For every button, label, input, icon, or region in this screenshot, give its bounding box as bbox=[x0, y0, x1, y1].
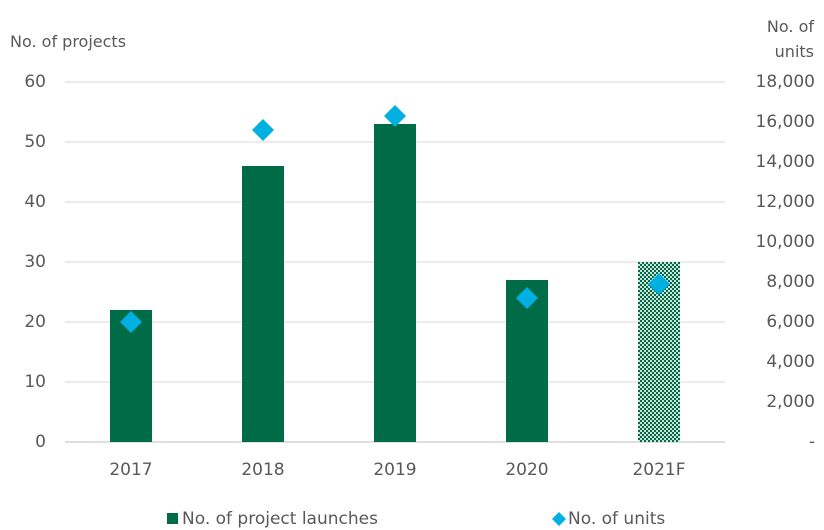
y2-tick-label: 8,000 bbox=[766, 272, 815, 292]
y-tick-label: 60 bbox=[24, 72, 46, 92]
bar bbox=[242, 166, 284, 442]
legend-label: No. of units bbox=[568, 509, 665, 529]
y-tick-label: 10 bbox=[24, 372, 46, 392]
y2-tick-label: 12,000 bbox=[756, 192, 815, 212]
x-tick-label: 2017 bbox=[109, 460, 152, 480]
legend-label: No. of project launches bbox=[182, 509, 378, 529]
x-tick-label: 2021F bbox=[632, 460, 685, 480]
diamond-marker bbox=[120, 311, 142, 333]
y2-tick-label: 6,000 bbox=[766, 312, 815, 332]
legend-swatch bbox=[552, 512, 566, 526]
y-tick-label: 0 bbox=[35, 432, 46, 452]
y2-axis-label: No. of units bbox=[766, 17, 814, 61]
y-tick-label: 30 bbox=[24, 252, 46, 272]
y2-tick-label: 14,000 bbox=[756, 152, 815, 172]
y-tick-label: 20 bbox=[24, 312, 46, 332]
y-tick-label: 50 bbox=[24, 132, 46, 152]
diamond-marker bbox=[516, 287, 538, 309]
legend-swatch bbox=[167, 513, 178, 524]
x-tick-label: 2019 bbox=[373, 460, 416, 480]
y2-tick-label: 2,000 bbox=[766, 392, 815, 412]
y2-tick-label: 10,000 bbox=[756, 232, 815, 252]
bar bbox=[374, 124, 416, 442]
diamond-marker bbox=[252, 119, 274, 141]
y2-tick-label: - bbox=[809, 432, 815, 452]
x-tick-label: 2018 bbox=[241, 460, 284, 480]
y-tick-label: 40 bbox=[24, 192, 46, 212]
x-tick-label: 2020 bbox=[505, 460, 548, 480]
diamond-marker bbox=[384, 105, 406, 127]
y-axis-label: No. of projects bbox=[10, 32, 127, 51]
diamond-marker bbox=[648, 273, 670, 295]
y2-tick-label: 4,000 bbox=[766, 352, 815, 372]
y2-tick-label: 16,000 bbox=[756, 112, 815, 132]
y2-tick-label: 18,000 bbox=[756, 72, 815, 92]
